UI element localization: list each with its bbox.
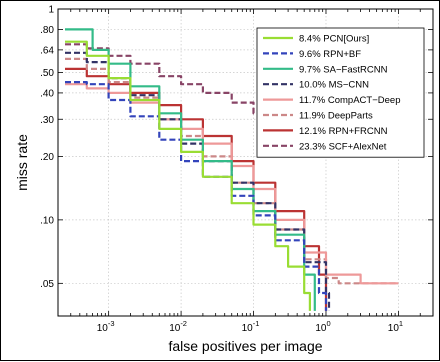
legend-entry: 23.3% SCF+AlexNet	[299, 141, 387, 152]
x-tick-label: 10-1	[242, 319, 260, 334]
x-tick-label: 10-2	[169, 319, 187, 334]
y-tick-label: .50	[40, 68, 54, 79]
x-axis-ticks: 10-3 10-2 10-1 100 101	[57, 9, 434, 334]
y-tick-label: 1	[48, 5, 54, 16]
y-axis-ticks: .05 .10 .20 .30 .40 .50 .64 .80 1	[40, 5, 433, 290]
y-tick-label: .30	[40, 115, 54, 126]
y-tick-label: .05	[40, 279, 54, 290]
series-line	[65, 40, 311, 311]
legend-box	[256, 27, 425, 158]
legend-entry: 10.0% MS−CNN	[299, 80, 369, 91]
legend-entry: 12.1% RPN+FRCNN	[299, 126, 388, 137]
series-line	[65, 83, 399, 285]
y-tick-label: .20	[40, 152, 54, 163]
y-tick-label: .10	[40, 215, 54, 226]
y-tick-label: .80	[40, 25, 54, 36]
legend-entry: 9.7% SA−FastRCNN	[299, 64, 388, 75]
legend: 8.4% PCN[Ours] 9.6% RPN+BF 9.7% SA−FastRCN…	[256, 27, 425, 158]
plot-border	[57, 8, 434, 317]
x-axis-label: false positives per image	[168, 338, 322, 354]
legend-entry: 11.9% DeepParts	[299, 111, 373, 122]
y-tick-label: .40	[40, 88, 54, 99]
y-tick-label: .64	[40, 45, 54, 56]
y-axis-label: miss rate	[14, 134, 30, 191]
x-tick-label: 10-3	[97, 319, 115, 334]
legend-entry: 8.4% PCN[Ours]	[299, 34, 369, 45]
x-tick-label: 100	[315, 319, 330, 334]
legend-entry: 11.7% CompACT−Deep	[299, 95, 400, 106]
legend-entry: 9.6% RPN+BF	[299, 49, 361, 60]
x-tick-label: 101	[388, 319, 403, 334]
